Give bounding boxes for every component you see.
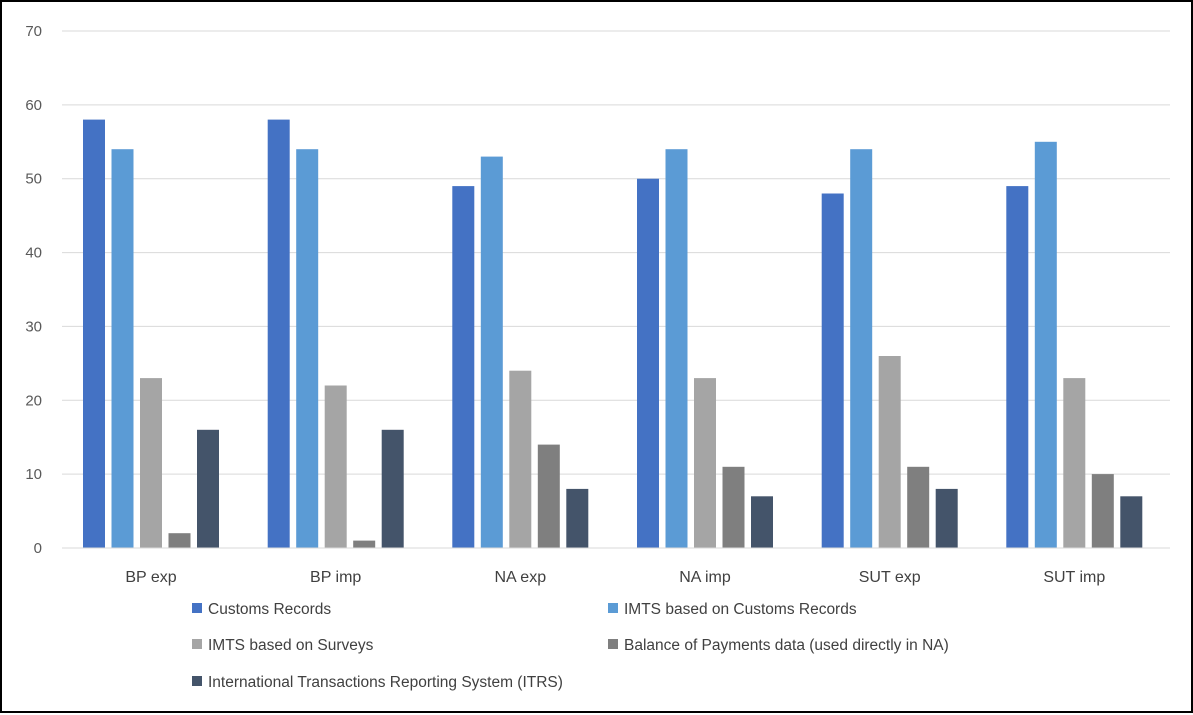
legend-item: International Transactions Reporting Sys…	[192, 674, 563, 691]
bar	[1063, 378, 1086, 548]
bar	[935, 488, 958, 548]
bar	[850, 149, 873, 548]
bar	[140, 378, 162, 548]
legend-swatch	[192, 639, 202, 649]
legend-item: IMTS based on Customs Records	[608, 601, 857, 618]
bar	[1091, 474, 1114, 548]
bar	[821, 193, 844, 548]
legend-label: Balance of Payments data (used directly …	[624, 637, 949, 654]
bar	[907, 466, 930, 548]
x-category-label: BP exp	[125, 569, 176, 586]
legend-swatch	[608, 603, 618, 613]
y-tick-label: 40	[25, 245, 42, 262]
legend-label: IMTS based on Surveys	[208, 637, 374, 654]
bar	[751, 496, 773, 548]
bar	[722, 466, 745, 548]
legend-swatch	[192, 676, 202, 686]
y-tick-label: 70	[25, 23, 42, 40]
bar	[566, 488, 589, 548]
bars	[83, 119, 1143, 549]
y-tick-label: 30	[25, 318, 42, 335]
bar	[168, 533, 191, 548]
legend-item: IMTS based on Surveys	[192, 637, 374, 654]
bar	[452, 186, 475, 548]
bar	[1006, 186, 1029, 548]
x-category-label: SUT imp	[1043, 569, 1105, 586]
bar	[381, 429, 404, 548]
x-category-label: BP imp	[310, 569, 361, 586]
bar	[197, 429, 219, 548]
legend-item: Customs Records	[192, 601, 331, 618]
bar	[83, 119, 105, 548]
y-tick-label: 10	[25, 466, 42, 483]
bar	[296, 149, 319, 548]
bar	[637, 178, 659, 548]
bar	[267, 119, 290, 548]
legend-swatch	[192, 603, 202, 613]
bar	[509, 370, 532, 548]
x-category-label: NA imp	[679, 569, 731, 586]
bar	[537, 444, 560, 548]
y-tick-label: 0	[34, 540, 42, 557]
bar	[480, 156, 503, 548]
gridlines	[62, 30, 1170, 549]
legend-label: Customs Records	[208, 601, 331, 618]
legend-item: Balance of Payments data (used directly …	[608, 637, 949, 654]
legend-swatch	[608, 639, 618, 649]
y-tick-label: 60	[25, 97, 42, 114]
legend-label: IMTS based on Customs Records	[624, 601, 857, 618]
bar	[111, 149, 134, 548]
bar	[324, 385, 347, 548]
bar	[1034, 141, 1057, 549]
x-category-label: NA exp	[495, 569, 547, 586]
x-category-label: SUT exp	[859, 569, 921, 586]
y-tick-label: 20	[25, 392, 42, 409]
y-tick-label: 50	[25, 171, 42, 188]
bar	[353, 540, 376, 548]
legend: Customs Records IMTS based on Customs Rec…	[192, 601, 949, 691]
bar	[694, 378, 716, 548]
bar	[1120, 496, 1143, 548]
y-axis-ticks: 0 10 20 30 40 50 60 70	[25, 23, 42, 557]
bar	[665, 149, 688, 548]
legend-label: International Transactions Reporting Sys…	[208, 674, 563, 691]
bar	[878, 356, 901, 548]
x-axis-categories: BP exp BP imp NA exp NA imp SUT exp SUT imp	[125, 569, 1105, 586]
